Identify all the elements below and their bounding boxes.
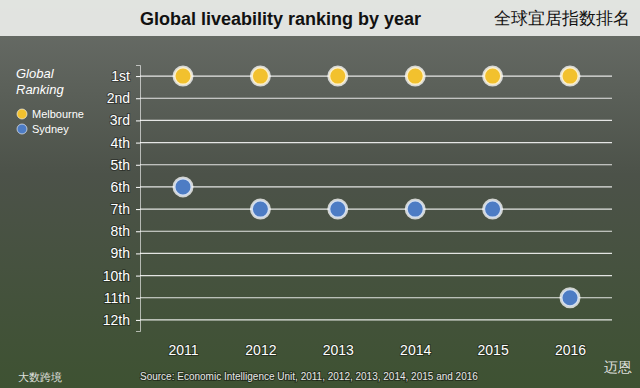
y-tick: 7th xyxy=(111,201,140,217)
dot xyxy=(561,67,579,85)
x-tick-label: 2012 xyxy=(245,342,276,358)
y-tick-mark xyxy=(136,187,140,188)
dot xyxy=(561,289,579,307)
x-tick: 2015 xyxy=(478,342,509,358)
marks xyxy=(174,67,579,307)
y-axis-line xyxy=(136,66,141,332)
y-tick-label: 3rd xyxy=(110,112,130,128)
chart: 1st 2nd 3rd 4th 5th 6th 7th 8th 9th 10th 11th 12th 2… xyxy=(0,0,640,388)
grid-line xyxy=(140,75,612,76)
grid-line xyxy=(140,142,612,143)
x-tick-label: 2011 xyxy=(168,342,198,358)
y-tick: 11th xyxy=(104,290,140,306)
grid-line xyxy=(140,319,612,320)
y-tick: 2nd xyxy=(107,90,140,106)
source: Source: Economic Intelligence Unit, 2011… xyxy=(140,371,478,382)
series xyxy=(174,178,579,307)
y-tick: 1st xyxy=(111,68,140,84)
y-tick-label: 6th xyxy=(111,179,130,195)
y-tick-mark xyxy=(136,231,140,232)
x-tick: 2014 xyxy=(400,342,431,358)
legend-title: GlobalRanking xyxy=(16,66,64,97)
y-tick-mark xyxy=(136,165,140,166)
x-tick-label: 2014 xyxy=(400,342,431,358)
x-tick: 2013 xyxy=(323,342,354,358)
subtitle: 全球宜居指数排名 xyxy=(494,9,630,28)
y-tick-label: 10th xyxy=(103,268,130,284)
legend-label: Melbourne xyxy=(32,108,84,120)
dot xyxy=(174,178,192,196)
dot xyxy=(484,200,502,218)
x-tick: 2016 xyxy=(555,342,586,358)
grid-line xyxy=(140,253,612,254)
y-tick-mark xyxy=(136,98,140,99)
legend: GlobalRanking Melbourne Sydney xyxy=(16,66,84,135)
y-tick-mark xyxy=(136,209,140,210)
y-tick-mark xyxy=(136,120,140,121)
x-tick-label: 2013 xyxy=(323,342,354,358)
y-tick-mark xyxy=(136,76,140,77)
watermark: 大数跨境 xyxy=(18,371,62,383)
grid-line xyxy=(140,231,612,232)
dot xyxy=(406,67,424,85)
x-tick-label: 2016 xyxy=(555,342,586,358)
dot xyxy=(174,67,192,85)
y-tick-mark xyxy=(136,253,140,254)
x-axis: 2011 2012 2013 2014 2015 2016 xyxy=(168,342,586,358)
y-tick: 12th xyxy=(103,312,140,328)
legend-swatch xyxy=(17,109,27,119)
y-tick: 6th xyxy=(111,179,140,195)
y-tick-label: 11th xyxy=(104,290,130,306)
y-tick-label: 12th xyxy=(103,312,130,328)
dot xyxy=(251,200,269,218)
y-tick: 10th xyxy=(103,268,140,284)
grid-line xyxy=(140,297,612,298)
y-tick-label: 9th xyxy=(111,245,130,261)
grid-line xyxy=(140,120,612,121)
grid-line xyxy=(140,208,612,209)
y-tick-mark xyxy=(136,320,140,321)
series xyxy=(174,67,579,85)
dot xyxy=(484,67,502,85)
dot xyxy=(329,67,347,85)
y-tick-label: 1st xyxy=(111,68,130,84)
grid-line xyxy=(140,186,612,187)
x-tick: 2011 xyxy=(168,342,198,358)
title: Global liveability ranking by year xyxy=(140,9,421,29)
dot xyxy=(406,200,424,218)
legend-label: Sydney xyxy=(32,123,69,135)
grid-line xyxy=(140,98,612,99)
y-tick: 5th xyxy=(111,157,140,173)
watermark: 迈恩 xyxy=(604,359,632,375)
y-tick-label: 2nd xyxy=(107,90,130,106)
y-tick: 9th xyxy=(111,245,140,261)
x-tick-label: 2015 xyxy=(478,342,509,358)
title-band xyxy=(0,0,640,36)
y-tick-mark xyxy=(136,298,140,299)
y-tick-label: 4th xyxy=(111,135,130,151)
y-axis: 1st 2nd 3rd 4th 5th 6th 7th 8th 9th 10th 11th 12th xyxy=(103,66,141,332)
dot xyxy=(329,200,347,218)
background xyxy=(0,0,640,388)
y-tick-label: 8th xyxy=(111,223,130,239)
grid xyxy=(140,76,612,320)
y-tick: 4th xyxy=(111,135,140,151)
y-tick-mark xyxy=(136,276,140,277)
y-tick-label: 7th xyxy=(111,201,130,217)
y-tick-mark xyxy=(136,143,140,144)
grid-line xyxy=(140,275,612,276)
grid-line xyxy=(140,164,612,165)
y-tick: 8th xyxy=(111,223,140,239)
y-tick: 3rd xyxy=(110,112,140,128)
dot xyxy=(251,67,269,85)
y-tick-label: 5th xyxy=(111,157,130,173)
x-tick: 2012 xyxy=(245,342,276,358)
legend-swatch xyxy=(17,124,27,134)
